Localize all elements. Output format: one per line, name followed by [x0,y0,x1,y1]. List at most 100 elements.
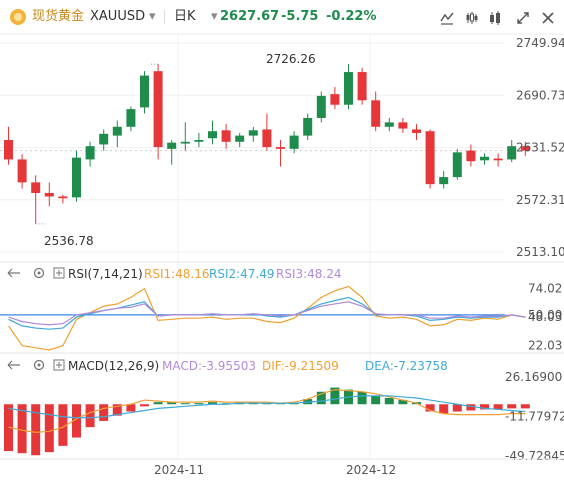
price-tick-label: 2631.52 [516,141,564,155]
settings-gear-center [37,271,41,275]
rsi3-value: RSI3:48.24 [276,267,342,281]
candle-body [112,126,122,136]
candle-body [221,130,231,142]
macd-bar [507,404,517,409]
interval-dropdown-icon[interactable]: ▾ [211,9,218,24]
macd-bar [85,404,95,428]
candle-body [208,131,217,139]
candle-body [371,100,381,127]
macd-bar [357,391,367,405]
price-tick-label: 2749.94 [516,36,564,50]
candle-body [303,117,313,136]
high-price-label: 2726.26 [266,52,316,66]
candle-body [44,192,54,197]
macd-value: MACD:-3.95503 [162,359,256,373]
rsi-tick-label: 50.00 [528,308,562,322]
macd-bar [180,403,190,405]
price-tick-label: 2513.10 [516,245,564,259]
candle-body [85,146,95,160]
macd-title[interactable]: MACD(12,26,9) [68,359,159,373]
symbol-name[interactable]: 现货黄金 [32,9,85,24]
add-indicator-icon[interactable] [53,267,65,279]
price-tick-label: 2572.31 [516,193,564,207]
last-price: 2627.67 [220,9,280,24]
candle-body [412,129,421,133]
macd-bar [330,387,340,405]
candle-body [4,140,13,160]
macd-bar [316,391,326,405]
candle-body [344,72,353,105]
price-tick-label: 2690.73 [516,88,564,102]
candle-body [31,182,41,193]
macd-bar [44,404,54,453]
macd-legend: MACD(12,26,9) MACD:-3.95503 DIF:-9.21509… [7,359,448,373]
macd-bar [112,404,122,416]
gold-coin-icon [10,9,26,25]
close-icon[interactable] [538,8,558,28]
candle-body [235,135,245,142]
rsi2-value: RSI2:47.49 [209,267,275,281]
candle-body [330,94,340,105]
symbol-dropdown-icon[interactable]: ▾ [149,9,156,24]
candle-body [58,196,68,199]
candle-body [262,129,272,148]
candle-body [248,130,258,136]
candle-body [276,147,285,149]
rsi-line [8,296,526,330]
chart-header: 现货黄金 XAUUSD ▾ 日K ▾ 2627.67 -5.75 -0.22% [0,0,564,34]
candle-body [425,131,435,185]
symbol-code[interactable]: XAUUSD [90,9,146,24]
macd-bar [167,402,177,405]
time-axis: 2024-11 2024-12 [154,463,396,477]
settings-gear-icon[interactable] [33,267,45,279]
macd-bar [520,404,530,409]
add-indicator-plus [56,362,62,368]
rsi-tick-label: 48.03 [528,310,562,324]
macd-histogram [4,387,530,456]
macd-bar [153,402,163,405]
rsi1-value: RSI1:48.16 [144,267,210,281]
chart-type-icon[interactable] [462,8,482,28]
macd-bar [194,403,204,405]
grid-lines [0,34,505,459]
rsi-series [0,285,526,351]
macd-line [8,395,526,419]
rsi-line [8,301,526,326]
low-price-label: 2536.78 [44,234,94,248]
collapse-arrow-icon[interactable] [7,360,20,370]
macd-bar [425,404,435,412]
macd-bar [140,404,149,407]
macd-axis: 26.16900 -11.77972 -49.72845 [505,370,564,463]
candle-body [493,158,503,161]
candle-body [507,146,517,160]
rsi-line [8,285,526,351]
candle-body [72,157,81,198]
settings-gear-center [37,363,41,367]
macd-line [8,389,526,433]
interval-selector[interactable]: 日K [174,9,196,24]
indicator-icon[interactable] [486,8,506,28]
candle-body [384,122,394,127]
candle-body [99,133,109,145]
rsi-tick-label: 22.03 [528,339,562,353]
rsi-title[interactable]: RSI(7,14,21) [68,267,143,281]
macd-bar [31,404,41,456]
macd-bar [17,404,27,454]
add-indicator-icon[interactable] [53,359,65,371]
collapse-arrow-icon[interactable] [7,268,20,278]
macd-tick-label: -49.72845 [505,449,564,463]
rsi-legend: RSI(7,14,21) RSI1:48.16 RSI2:47.49 RSI3:… [7,267,342,281]
macd-bar [493,404,503,410]
candle-body [316,95,326,118]
drawing-tool-icon[interactable] [437,8,457,28]
macd-bar [126,404,136,412]
settings-gear-icon[interactable] [33,359,45,371]
rsi-tick-label: 74.02 [528,282,562,296]
fullscreen-icon[interactable] [513,8,533,28]
macd-bar [371,395,381,405]
macd-bar [208,402,217,405]
candlestick-series[interactable] [4,64,530,224]
candle-body [17,159,27,183]
dea-value: DEA:-7.23758 [365,359,448,373]
